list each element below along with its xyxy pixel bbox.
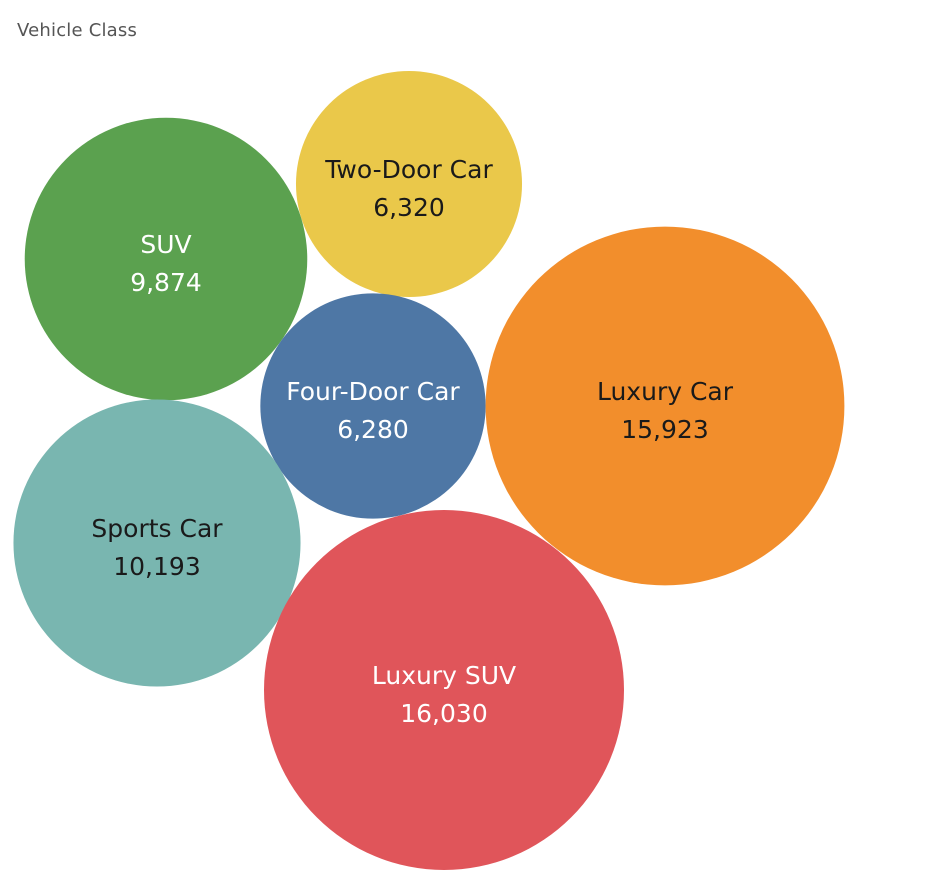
- bubble-category-label: Luxury SUV: [372, 661, 516, 690]
- chart-title: Vehicle Class: [17, 20, 138, 41]
- bubble-circle[interactable]: [260, 293, 486, 519]
- bubble-circle[interactable]: [485, 226, 845, 586]
- bubble-category-label: Sports Car: [91, 514, 223, 543]
- bubble-value-label: 10,193: [113, 552, 200, 581]
- bubble-sports-car[interactable]: Sports Car 10,193: [13, 399, 301, 687]
- bubble-two-door-car[interactable]: Two-Door Car 6,320: [295, 70, 523, 298]
- bubble-category-label: Two-Door Car: [324, 155, 493, 184]
- bubble-value-label: 16,030: [400, 699, 487, 728]
- bubble-circle[interactable]: [264, 510, 624, 870]
- bubble-luxury-car[interactable]: Luxury Car 15,923: [485, 226, 845, 586]
- bubble-value-label: 6,280: [337, 415, 409, 444]
- bubble-value-label: 15,923: [621, 415, 708, 444]
- bubble-category-label: SUV: [140, 230, 191, 259]
- bubble-circle[interactable]: [13, 399, 301, 687]
- bubble-value-label: 6,320: [373, 193, 445, 222]
- bubble-circle[interactable]: [295, 70, 523, 298]
- bubble-category-label: Four-Door Car: [286, 377, 460, 406]
- bubble-four-door-car[interactable]: Four-Door Car 6,280: [260, 293, 486, 519]
- bubble-suv[interactable]: SUV 9,874: [24, 117, 308, 401]
- bubble-value-label: 9,874: [130, 268, 202, 297]
- bubble-circle[interactable]: [24, 117, 308, 401]
- bubble-category-label: Luxury Car: [597, 377, 734, 406]
- bubble-luxury-suv[interactable]: Luxury SUV 16,030: [264, 510, 624, 870]
